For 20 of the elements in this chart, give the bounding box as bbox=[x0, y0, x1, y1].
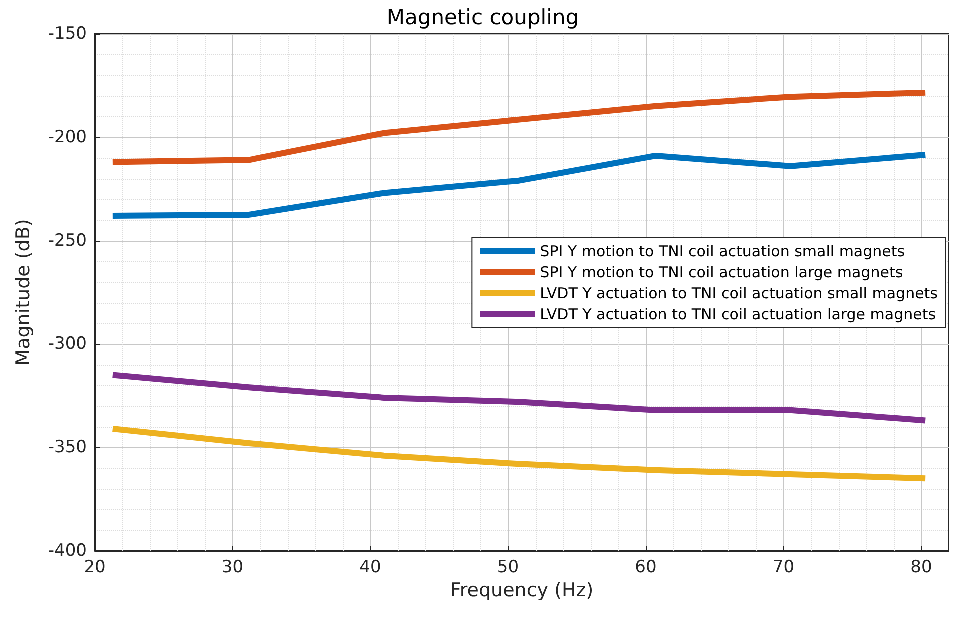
legend-label: LVDT Y actuation to TNI coil actuation large magnets bbox=[540, 306, 936, 324]
x-tick-label: 80 bbox=[910, 558, 932, 578]
y-tick-label: -400 bbox=[48, 541, 87, 561]
y-axis-title: Magnitude (dB) bbox=[12, 219, 34, 366]
y-tick-label: -150 bbox=[48, 24, 87, 44]
chart-title: Magnetic coupling bbox=[386, 6, 580, 30]
x-tick-label: 70 bbox=[772, 558, 795, 578]
x-tick-label: 50 bbox=[497, 558, 520, 578]
y-tick-label: -350 bbox=[48, 438, 87, 458]
x-tick-label: 40 bbox=[360, 558, 382, 578]
y-tick-label: -250 bbox=[48, 230, 87, 251]
legend-label: SPI Y motion to TNI coil actuation large magnets bbox=[540, 264, 904, 282]
x-tick-label: 20 bbox=[84, 558, 106, 578]
y-tick-label: -300 bbox=[48, 334, 87, 354]
x-tick-label: 60 bbox=[635, 558, 657, 578]
legend-label: SPI Y motion to TNI coil actuation small magnets bbox=[540, 242, 906, 260]
y-tick-label: -200 bbox=[48, 127, 87, 148]
legend-label: LVDT Y actuation to TNI coil actuation small magnets bbox=[540, 284, 938, 302]
x-axis-title: Frequency (Hz) bbox=[450, 580, 594, 602]
x-tick-label: 30 bbox=[222, 558, 244, 578]
